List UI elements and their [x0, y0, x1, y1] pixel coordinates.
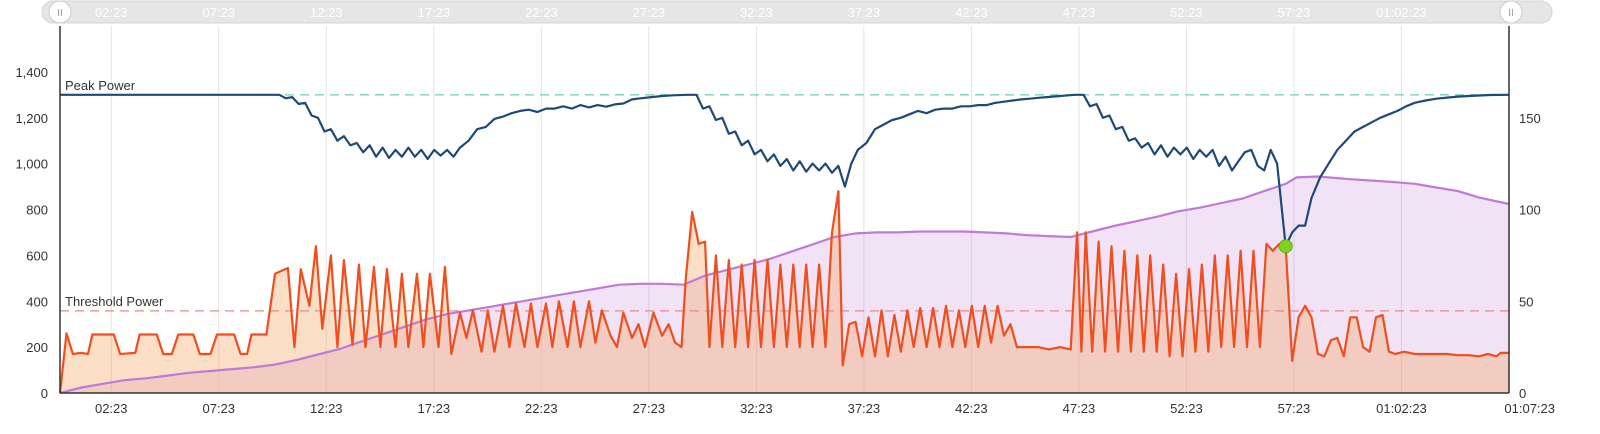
y-left-tick-label: 600	[26, 248, 48, 263]
navigator-label: 12:23	[310, 5, 343, 20]
navigator-label: 22:23	[525, 5, 558, 20]
y-left-tick-label: 1,000	[15, 157, 48, 172]
x-tick-label: 01:02:23	[1376, 401, 1427, 416]
x-tick-label: 07:23	[202, 401, 235, 416]
navigator-label: 07:23	[202, 5, 235, 20]
y-right-tick-label: 0	[1519, 386, 1526, 401]
x-tick-label: 02:23	[95, 401, 128, 416]
x-tick-label: 37:23	[848, 401, 881, 416]
navigator-label: 32:23	[740, 5, 773, 20]
navigator-label: 27:23	[633, 5, 666, 20]
x-tick-label: 52:23	[1170, 401, 1203, 416]
y-left-tick-label: 0	[41, 386, 48, 401]
navigator-labels: 02:23 07:23 12:23 17:23 22:23 27:23 32:23 37:23…	[95, 5, 1427, 20]
x-tick-label: 32:23	[740, 401, 773, 416]
y-left-tick-label: 1,400	[15, 65, 48, 80]
navigator-label: 02:23	[95, 5, 128, 20]
y-right-tick-label: 100	[1519, 203, 1541, 218]
x-tick-label: 22:23	[525, 401, 558, 416]
navigator-label: 37:23	[848, 5, 881, 20]
x-tick-label: 47:23	[1063, 401, 1096, 416]
y-left-tick-label: 400	[26, 294, 48, 309]
x-tick-label: 01:07:23	[1504, 401, 1555, 416]
navigator-label: 52:23	[1170, 5, 1203, 20]
selection-marker[interactable]	[1278, 239, 1293, 254]
threshold-power-label: Threshold Power	[65, 294, 164, 309]
selection-marker-dot[interactable]	[1278, 239, 1293, 254]
x-tick-label: 42:23	[955, 401, 988, 416]
power-line	[58, 190, 1509, 394]
navigator-label: 17:23	[418, 5, 451, 20]
y-left-tick-label: 200	[26, 340, 48, 355]
x-tick-label: 57:23	[1278, 401, 1311, 416]
x-tick-label: 27:23	[633, 401, 666, 416]
navigator-label: 42:23	[955, 5, 988, 20]
series-lines	[58, 93, 1510, 395]
navigator-label: 01:02:23	[1376, 5, 1427, 20]
y-right-tick-label: 50	[1519, 294, 1533, 309]
y-left-tick-label: 1,200	[15, 111, 48, 126]
navigator-left-handle-grip: II	[57, 8, 63, 19]
load-line	[59, 175, 1510, 395]
navigator-bar[interactable]	[41, 0, 1553, 24]
y-left-tick-label: 800	[26, 203, 48, 218]
peak-power-label: Peak Power	[65, 78, 136, 93]
navigator-label: 47:23	[1063, 5, 1096, 20]
x-tick-label: 17:23	[418, 401, 451, 416]
navigator-left-handle[interactable]: II	[48, 0, 72, 24]
peak-line	[60, 93, 1509, 248]
navigator-right-handle-grip: II	[1508, 8, 1514, 19]
y-right-tick-label: 150	[1519, 111, 1541, 126]
navigator-right-handle[interactable]: II	[1499, 0, 1523, 24]
axes: 0 200 400 600 800 1,000 1,200 1,400 0 50 100 150 02:…	[15, 26, 1555, 416]
x-tick-label: 12:23	[310, 401, 343, 416]
navigator-label: 57:23	[1278, 5, 1311, 20]
